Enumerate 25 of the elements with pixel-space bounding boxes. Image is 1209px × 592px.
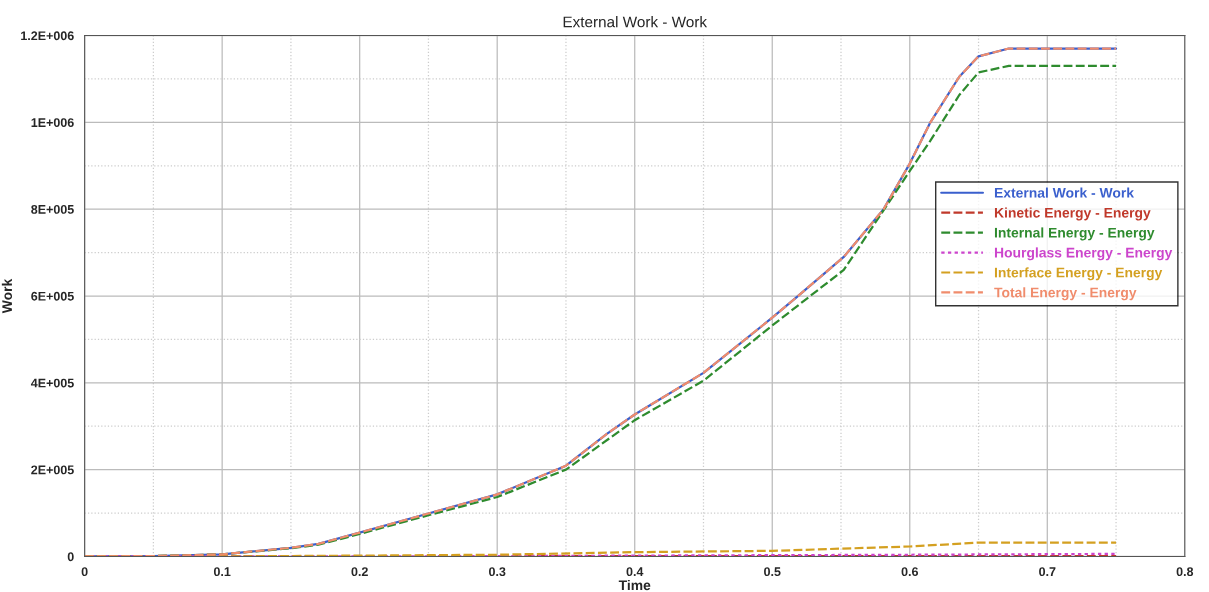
y-tick-label: 1E+006 [31,118,74,127]
y-tick-label: 8E+005 [31,204,74,214]
y-tick-label: 4E+005 [30,378,74,388]
x-tick-label: 0.6 [901,567,919,577]
legend-label: Kinetic Energy - Energy [994,207,1151,221]
legend-label: Hourglass Energy - Energy [994,247,1173,261]
x-tick-label: 0.8 [1176,567,1194,577]
legend-label: Interface Energy - Energy [994,267,1163,281]
y-tick-label: 0 [67,552,74,562]
legend-label: Total Energy - Energy [994,287,1137,301]
x-tick-label: 0.2 [351,567,368,577]
x-tick-label: 0.1 [213,567,231,577]
x-tick-label: 0 [81,567,88,577]
y-axis-title: Work [1,278,13,314]
y-tick-label: 2E+005 [31,465,74,475]
legend-label: Internal Energy - Energy [994,227,1155,241]
x-tick-label: 0.3 [489,567,506,577]
x-tick-label: 0.7 [1039,567,1056,577]
legend-label: External Work - Work [994,187,1135,198]
x-tick-label: 0.5 [764,567,781,577]
y-tick-label: 6E+005 [31,291,74,301]
y-tick-label: 1.2E+006 [21,31,74,41]
x-tick-label: 0.4 [626,567,644,577]
chart-title: External Work - Work [563,16,708,28]
x-axis-title: Time [618,579,651,591]
